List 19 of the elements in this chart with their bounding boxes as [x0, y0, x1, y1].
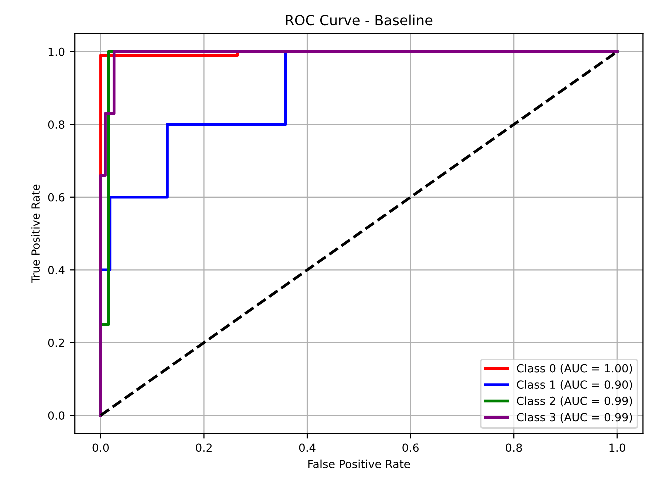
- chart-title: ROC Curve - Baseline: [286, 14, 433, 26]
- x-tick-label: 0.0: [92, 444, 110, 452]
- y-tick-label: 0.0: [48, 412, 65, 420]
- x-tick-label: 0.4: [299, 444, 316, 452]
- y-tick-label: 0.2: [48, 338, 64, 348]
- y-tick-label: 0.6: [48, 193, 65, 202]
- y-tick-label: 1.0: [48, 48, 65, 56]
- legend-label: Class 0 (AUC = 1.00): [517, 364, 632, 374]
- x-axis-title: False Positive Rate: [308, 460, 410, 468]
- y-tick-label: 0.8: [48, 120, 65, 130]
- x-tick-label: 0.6: [402, 444, 419, 452]
- y-tick-label: 0.4: [48, 266, 65, 275]
- legend-label: Class 1 (AUC = 0.90): [517, 380, 632, 390]
- x-tick-label: 0.2: [196, 444, 212, 452]
- legend-label: Class 2 (AUC = 0.99): [517, 396, 632, 407]
- x-tick-label: 0.8: [506, 444, 522, 452]
- legend-label: Class 3 (AUC = 0.99): [517, 413, 632, 423]
- y-axis-title: True Positive Rate: [31, 184, 40, 284]
- x-tick-label: 1.0: [610, 444, 626, 452]
